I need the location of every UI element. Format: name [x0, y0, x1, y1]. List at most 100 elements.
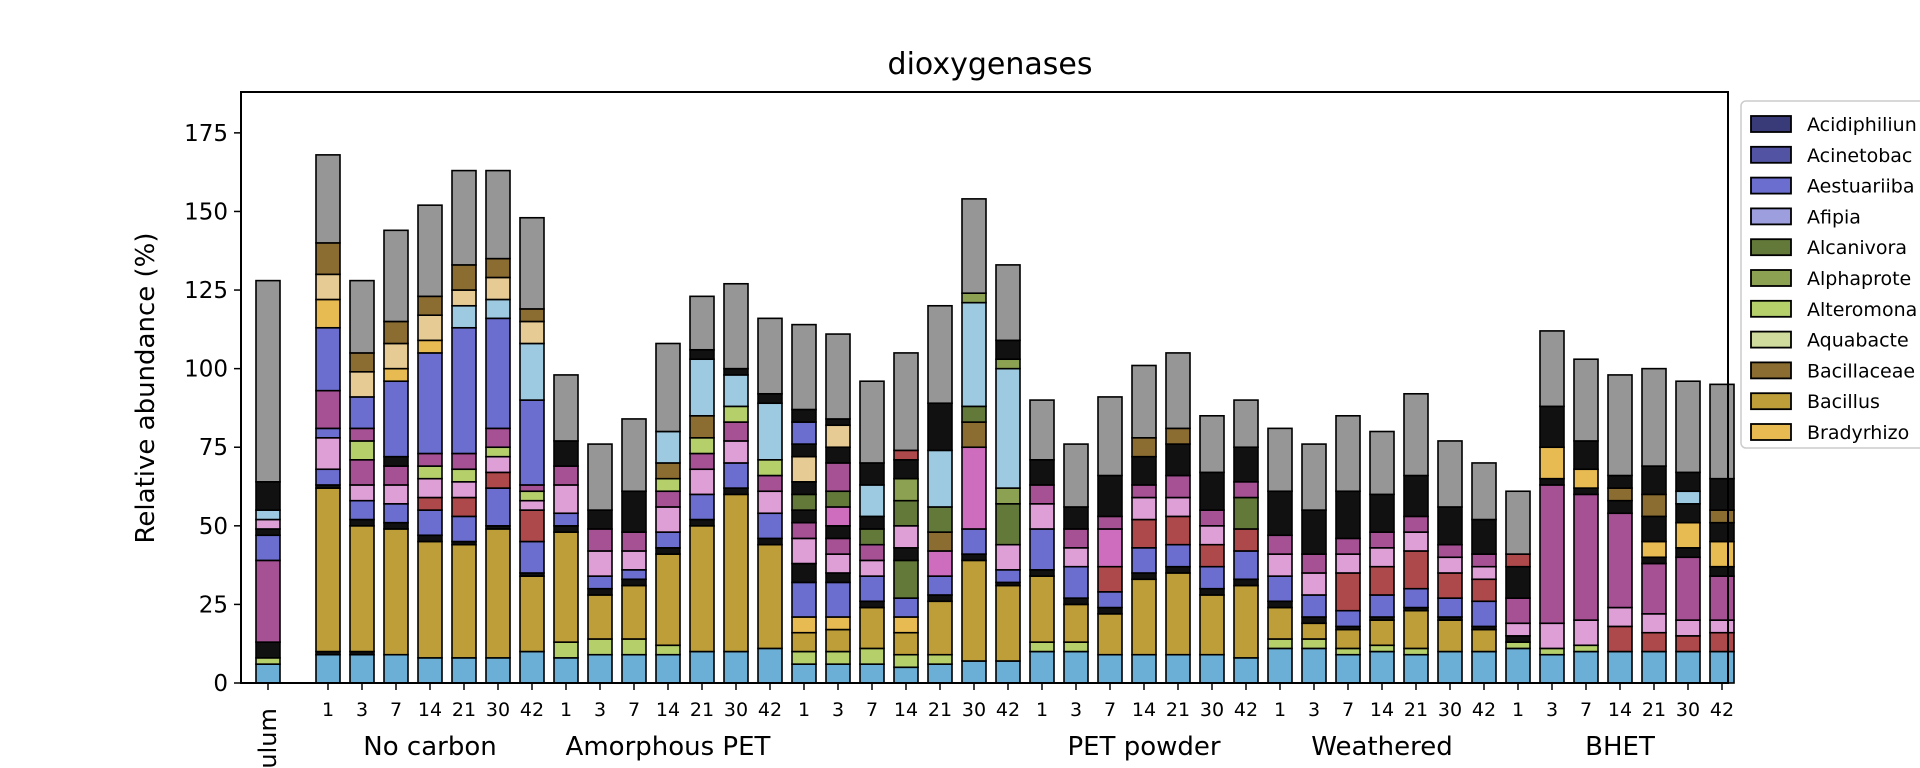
- legend-entry: Alphaprote: [1750, 268, 1911, 290]
- bar-segment: [349, 352, 375, 373]
- legend-swatch: [1750, 176, 1792, 195]
- bar-segment: [587, 575, 613, 590]
- bar-segment: [1437, 543, 1463, 559]
- bar-segment: [1403, 392, 1429, 477]
- x-tick-label: 21: [452, 699, 476, 721]
- bar-segment: [1573, 493, 1599, 621]
- bar-segment: [723, 487, 749, 496]
- legend-entry: Bradyrhizo: [1750, 422, 1909, 444]
- bar-segment: [315, 468, 341, 486]
- bar-segment: [1165, 443, 1191, 477]
- group-label: Amorphous PET: [566, 732, 771, 762]
- bar-segment: [1063, 603, 1089, 643]
- bar-segment: [1233, 496, 1259, 530]
- bar-segment: [1709, 540, 1735, 568]
- bar-segment: [1267, 490, 1293, 537]
- y-tick-label: 125: [184, 278, 228, 304]
- bar-segment: [485, 427, 511, 449]
- bar-segment: [1165, 572, 1191, 656]
- bar-segment: [1165, 653, 1191, 684]
- legend-entry: Bacillaceae: [1750, 360, 1915, 382]
- bar-segment: [927, 550, 953, 577]
- bar-segment: [689, 525, 715, 653]
- legend: Acidiphiliun Acinetobac Aestuariiba Afipia A…: [1740, 100, 1920, 449]
- legend-entry: Acinetobac: [1750, 145, 1912, 167]
- bar-segment: [1471, 650, 1497, 684]
- bar-segment: [383, 367, 409, 383]
- group-label: PET powder: [1067, 732, 1220, 762]
- bar-segment: [1131, 572, 1157, 581]
- bar-segment: [1165, 543, 1191, 568]
- bar-segment: [1573, 644, 1599, 653]
- bar-segment: [383, 229, 409, 323]
- bar-segment: [621, 531, 647, 552]
- bar-segment: [383, 653, 409, 684]
- bar-segment: [1607, 474, 1633, 489]
- bar-segment: [1675, 650, 1701, 684]
- y-tick-label: 150: [184, 199, 228, 225]
- bar-segment: [1301, 572, 1327, 596]
- bar-segment: [485, 446, 511, 458]
- bar-segment: [519, 308, 545, 323]
- bar-segment: [1301, 616, 1327, 625]
- bar-segment: [1165, 474, 1191, 499]
- bar-segment: [893, 653, 919, 669]
- bar-segment: [1199, 543, 1225, 568]
- bar-segment: [995, 487, 1021, 505]
- bar-segment: [655, 477, 681, 493]
- bar-segment: [1437, 572, 1463, 599]
- bar-segment: [791, 537, 817, 565]
- bar-stack: [723, 282, 749, 684]
- bar-stack: [1607, 374, 1633, 684]
- bar-segment: [893, 616, 919, 634]
- y-tick-label: 50: [199, 514, 228, 540]
- bar-segment: [1505, 490, 1531, 555]
- bar-segment: [757, 647, 783, 684]
- bar-segment: [553, 465, 579, 486]
- bar-segment: [757, 317, 783, 395]
- bar-segment: [587, 509, 613, 530]
- bar-segment: [553, 525, 579, 533]
- bar-segment: [1675, 503, 1701, 524]
- bar-segment: [689, 650, 715, 684]
- legend-entry: Acidiphiliun: [1750, 114, 1917, 136]
- x-tick-label: 21: [690, 699, 714, 721]
- bar-segment: [995, 339, 1021, 361]
- bar-segment: [417, 509, 443, 537]
- bar-segment: [1471, 518, 1497, 555]
- x-tick-label: 42: [1234, 699, 1258, 721]
- bar-segment: [621, 638, 647, 656]
- bar-segment: [791, 323, 817, 411]
- bar-segment: [655, 506, 681, 533]
- bar-segment: [961, 553, 987, 562]
- bar-segment: [519, 216, 545, 310]
- bar-segment: [485, 455, 511, 474]
- bar-segment: [255, 534, 281, 562]
- bar-segment: [1233, 399, 1259, 449]
- bar-segment: [349, 279, 375, 354]
- bar-stack: [1437, 440, 1463, 684]
- bar-segment: [1539, 477, 1565, 486]
- bar-segment: [1233, 481, 1259, 499]
- bar-segment: [859, 663, 885, 684]
- bar-segment: [1301, 553, 1327, 574]
- bar-segment: [1335, 490, 1361, 540]
- bar-segment: [1573, 619, 1599, 647]
- y-tick-label: 100: [184, 357, 228, 383]
- bar-segment: [723, 282, 749, 370]
- bar-segment: [383, 521, 409, 530]
- bar-segment: [1471, 553, 1497, 568]
- bar-segment: [451, 543, 477, 659]
- bar-stack: [791, 323, 817, 684]
- legend-swatch: [1750, 238, 1792, 257]
- bar-segment: [255, 657, 281, 665]
- bar-segment: [1607, 512, 1633, 609]
- bar-segment: [1335, 653, 1361, 684]
- bar-segment: [961, 198, 987, 294]
- bar-segment: [519, 575, 545, 653]
- bar-segment: [859, 600, 885, 609]
- bar-segment: [791, 509, 817, 524]
- bar-segment: [995, 584, 1021, 662]
- bar-segment: [757, 543, 783, 650]
- bar-segment: [255, 641, 281, 659]
